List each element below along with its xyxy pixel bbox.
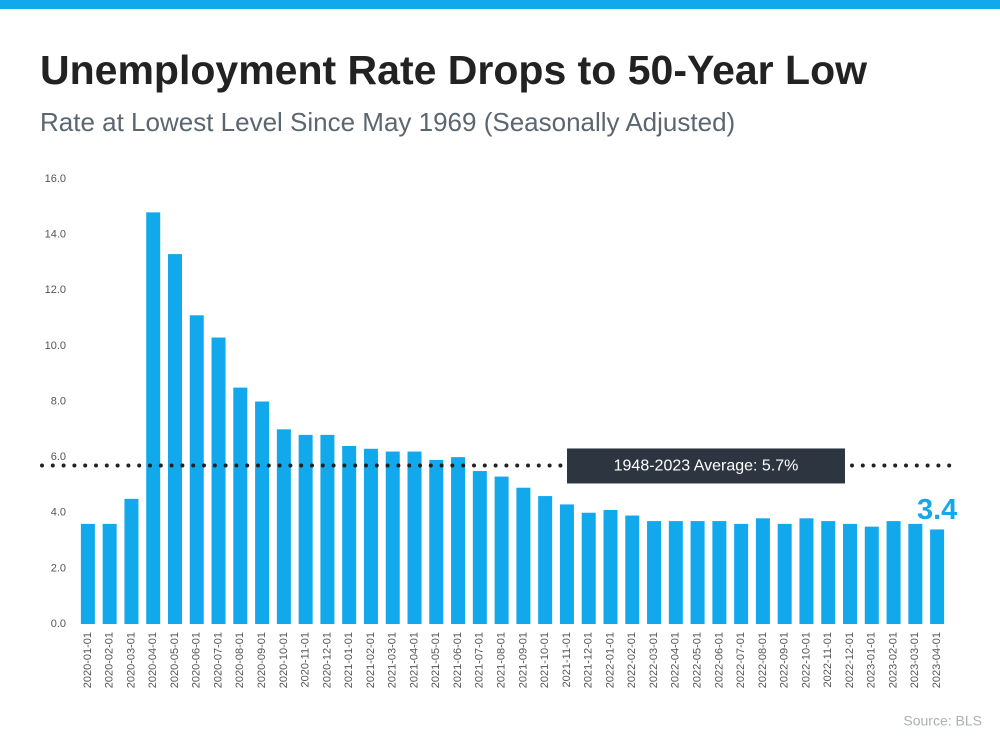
x-tick-label: 2020-06-01 — [191, 632, 203, 688]
x-tick-label: 2022-07-01 — [735, 632, 747, 688]
x-tick-label: 2023-02-01 — [887, 632, 899, 688]
y-tick-label: 8.0 — [51, 395, 66, 407]
x-tick-label: 2022-04-01 — [670, 632, 682, 688]
x-tick-label: 2022-02-01 — [626, 632, 638, 688]
reference-label: 1948-2023 Average: 5.7% — [614, 458, 799, 475]
bar — [559, 504, 574, 624]
y-tick-label: 0.0 — [51, 618, 66, 630]
bar — [886, 521, 901, 624]
bar — [908, 523, 923, 624]
reference-label-box — [567, 448, 845, 484]
x-tick-label: 2021-10-01 — [539, 632, 551, 688]
x-tick-label: 2022-03-01 — [648, 632, 660, 688]
chart-title: Unemployment Rate Drops to 50-Year Low — [40, 47, 867, 93]
bar — [80, 523, 95, 624]
bar — [843, 523, 858, 624]
x-tick-label: 2020-01-01 — [82, 632, 94, 688]
y-tick-label: 16.0 — [45, 173, 66, 185]
x-tick-label: 2020-08-01 — [234, 632, 246, 688]
bar — [167, 254, 182, 624]
bar — [276, 429, 291, 624]
x-tick-label: 2021-07-01 — [474, 632, 486, 688]
x-tick-label: 2021-06-01 — [452, 632, 464, 688]
x-tick-label: 2021-05-01 — [430, 632, 442, 688]
x-tick-label: 2021-02-01 — [365, 632, 377, 688]
bar — [821, 521, 836, 624]
x-tick-label: 2021-09-01 — [517, 632, 529, 688]
bar — [255, 401, 270, 624]
y-tick-label: 6.0 — [51, 451, 66, 463]
x-tick-label: 2022-10-01 — [800, 632, 812, 688]
bar — [342, 446, 357, 624]
bar — [451, 457, 466, 624]
x-tick-label: 2021-03-01 — [387, 632, 399, 688]
bar — [668, 521, 683, 624]
bar — [472, 471, 487, 624]
bar — [102, 523, 117, 624]
y-tick-label: 14.0 — [45, 229, 66, 241]
bar — [625, 515, 640, 624]
bar — [755, 518, 770, 624]
bar — [407, 451, 422, 624]
x-tick-label: 2022-05-01 — [691, 632, 703, 688]
top-stripe — [0, 0, 1000, 9]
x-tick-label: 2022-06-01 — [713, 632, 725, 688]
bar — [124, 498, 139, 624]
bar — [494, 476, 509, 624]
x-tick-label: 2023-04-01 — [931, 632, 943, 688]
source: Source: BLS — [903, 713, 982, 729]
bar — [429, 459, 444, 624]
y-tick-label: 4.0 — [51, 507, 66, 519]
y-tick-label: 2.0 — [51, 562, 66, 574]
x-tick-label: 2023-03-01 — [909, 632, 921, 688]
bar — [320, 434, 335, 624]
x-tick-label: 2023-01-01 — [866, 632, 878, 688]
bar — [363, 448, 378, 624]
bar — [298, 434, 313, 624]
bar — [233, 387, 248, 624]
bar — [647, 521, 662, 624]
bar — [581, 512, 596, 624]
bar — [930, 529, 945, 624]
x-tick-label: 2021-04-01 — [408, 632, 420, 688]
x-tick-label: 2022-01-01 — [604, 632, 616, 688]
x-tick-label: 2020-09-01 — [256, 632, 268, 688]
bar — [690, 521, 705, 624]
bar — [516, 487, 531, 624]
bar — [777, 523, 792, 624]
y-tick-label: 12.0 — [45, 284, 66, 296]
bar — [189, 315, 204, 624]
bar — [734, 523, 749, 624]
bar — [864, 526, 879, 624]
bar — [211, 337, 226, 624]
bar — [538, 496, 553, 624]
x-tick-label: 2020-11-01 — [300, 632, 312, 687]
x-tick-label: 2022-12-01 — [844, 632, 856, 688]
x-tick-label: 2022-09-01 — [779, 632, 791, 688]
chart-subtitle: Rate at Lowest Level Since May 1969 (Sea… — [40, 107, 735, 137]
value-label: 3.4 — [917, 494, 957, 526]
bar — [712, 521, 727, 624]
x-tick-label: 2020-05-01 — [169, 632, 181, 688]
x-tick-label: 2021-01-01 — [343, 632, 355, 688]
x-tick-label: 2020-10-01 — [278, 632, 290, 688]
x-tick-label: 2020-12-01 — [321, 632, 333, 688]
x-tick-label: 2020-03-01 — [125, 632, 137, 688]
y-tick-label: 10.0 — [45, 340, 66, 352]
x-tick-label: 2020-02-01 — [104, 632, 116, 688]
x-tick-label: 2021-11-01 — [561, 632, 573, 687]
bar — [385, 451, 400, 624]
x-tick-label: 2022-08-01 — [757, 632, 769, 688]
x-tick-label: 2020-07-01 — [212, 632, 224, 688]
x-tick-label: 2022-11-01 — [822, 632, 834, 687]
bar — [146, 212, 161, 624]
bar — [603, 509, 618, 624]
bar — [799, 518, 814, 624]
x-tick-label: 2021-12-01 — [583, 632, 595, 688]
x-tick-label: 2021-08-01 — [496, 632, 508, 688]
x-tick-label: 2020-04-01 — [147, 632, 159, 688]
